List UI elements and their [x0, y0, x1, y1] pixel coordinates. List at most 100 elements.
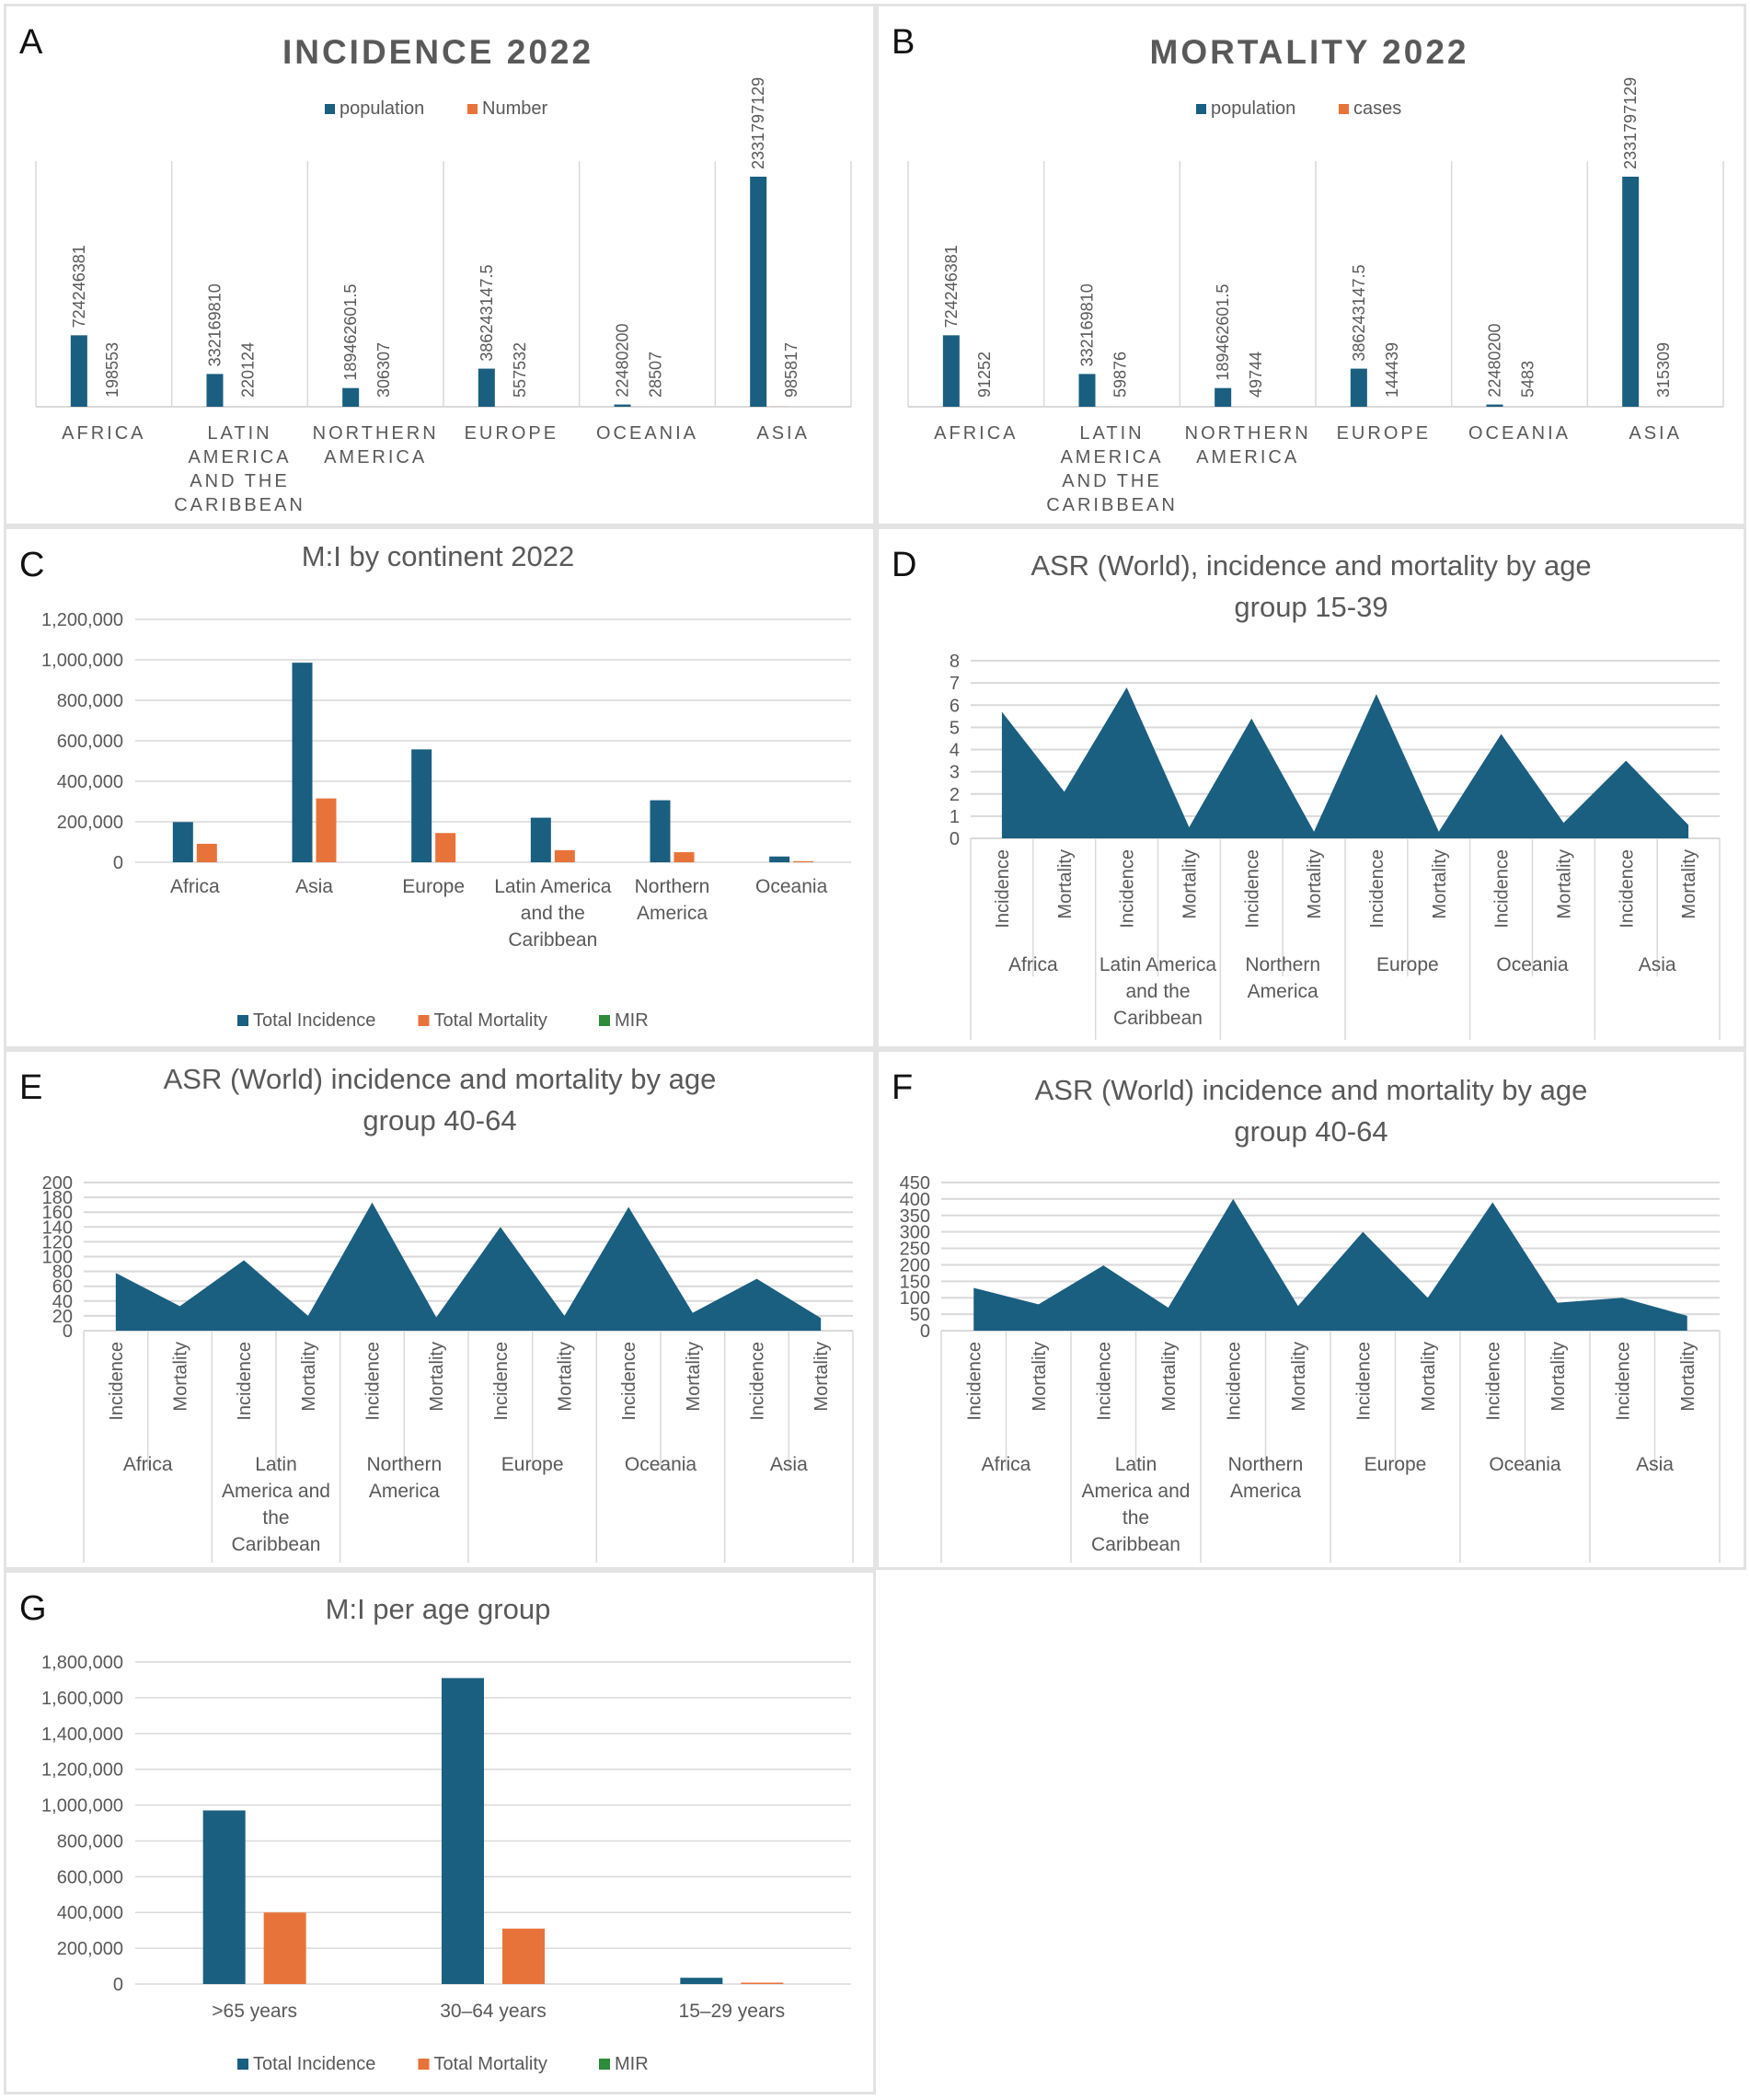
group-label: Asia — [770, 1454, 808, 1475]
data-label-population: 2331797129 — [1621, 77, 1640, 169]
y-tick-label: 400,000 — [57, 1903, 123, 1923]
y-tick-label: 1,600,000 — [41, 1689, 123, 1709]
legend-swatch-population — [325, 104, 335, 114]
category-label: AMERICA — [1196, 447, 1299, 467]
bar-total-mortality — [316, 798, 337, 862]
panel-a: INCIDENCE 2022 population Number 724246381 1… — [4, 4, 876, 526]
y-tick-label: 20 — [52, 1307, 73, 1327]
sub-category-label: Mortality — [556, 1342, 576, 1412]
bar-total-mortality — [674, 852, 695, 862]
sub-category-label: Incidence — [1483, 1342, 1503, 1421]
category-label: >65 years — [212, 2001, 297, 2022]
data-label-cases: 144439 — [1383, 342, 1401, 398]
bar-total-incidence — [411, 749, 432, 862]
data-label-population: 2331797129 — [749, 77, 767, 169]
category-label: AMERICA — [324, 447, 427, 467]
category-label: 30–64 years — [440, 2001, 547, 2022]
area-series — [115, 1202, 822, 1331]
sub-category-label: Mortality — [1678, 1342, 1698, 1412]
y-tick-label: 1,000,000 — [41, 1796, 123, 1817]
legend-label: MIR — [615, 1010, 649, 1031]
bar-total-mortality — [435, 833, 456, 862]
y-tick-label: 0 — [113, 853, 123, 873]
chart-title: ASR (World), incidence and mortality by … — [1030, 549, 1591, 582]
group-label: Caribbean — [1113, 1008, 1203, 1029]
y-tick-label: 600,000 — [57, 1867, 123, 1887]
panel-c: M:I by continent 2022 0 200,000 400,000 600,… — [4, 526, 876, 1049]
sub-category-label: Incidence — [107, 1342, 127, 1421]
data-label-number: 557532 — [511, 342, 529, 398]
sub-category-label: Incidence — [363, 1342, 384, 1421]
sub-category-label: Mortality — [1055, 849, 1076, 919]
group-label: Europe — [1376, 954, 1439, 975]
category-label: AND THE — [190, 471, 289, 491]
panel-g: M:I per age group 0 200,000 400,000 600,000 8… — [4, 1570, 876, 2094]
sub-category-label: Mortality — [299, 1342, 319, 1412]
group-label: Latin — [1115, 1454, 1157, 1475]
category-label: 15–29 years — [679, 2001, 786, 2022]
panel-label: C — [19, 546, 45, 584]
bar-total-incidence — [442, 1678, 484, 1984]
group-label: Asia — [1636, 1454, 1674, 1475]
sub-category-label: Incidence — [1617, 849, 1637, 929]
panel-f: ASR (World) incidence and mortality by a… — [876, 1049, 1746, 1570]
chart-title: group 15-39 — [1234, 591, 1387, 623]
sub-category-label: Incidence — [1242, 849, 1262, 929]
legend-swatch — [237, 2059, 248, 2070]
y-tick-label: 200 — [42, 1173, 73, 1194]
category-label: CARIBBEAN — [1046, 495, 1178, 515]
y-tick-label: 40 — [52, 1292, 73, 1312]
panel-label: A — [19, 23, 43, 62]
y-tick-label: 800,000 — [57, 1831, 123, 1852]
panel-label: F — [892, 1068, 914, 1107]
legend-label: MIR — [615, 2054, 649, 2074]
data-label-population: 332169810 — [206, 283, 225, 366]
bar-total-incidence — [292, 663, 313, 862]
sub-category-label: Incidence — [1613, 1342, 1633, 1421]
category-label: NORTHERN — [1185, 423, 1311, 444]
group-label: Latin America — [1100, 954, 1217, 975]
bar-total-mortality — [502, 1928, 545, 1984]
y-tick-label: 800,000 — [57, 691, 123, 711]
data-label-population: 332169810 — [1078, 283, 1097, 366]
y-tick-label: 120 — [42, 1232, 73, 1252]
y-tick-label: 100 — [42, 1248, 73, 1268]
bar-total-incidence — [680, 1978, 723, 1984]
bar-population — [1350, 368, 1367, 407]
legend-swatch — [599, 1015, 610, 1026]
category-label: Latin America — [494, 876, 612, 897]
category-label: LATIN — [207, 423, 271, 444]
sub-category-label: Incidence — [619, 1342, 639, 1421]
group-label: America — [1230, 1481, 1301, 1502]
sub-category-label: Incidence — [491, 1342, 512, 1421]
bar-total-mortality — [741, 1982, 784, 1984]
bar-total-incidence — [650, 800, 671, 862]
group-label: Oceania — [1489, 1454, 1561, 1475]
bar-total-mortality — [196, 843, 217, 862]
group-label: Northern — [1228, 1454, 1304, 1475]
category-label: ASIA — [756, 423, 810, 444]
category-label: AFRICA — [934, 423, 1018, 444]
y-tick-label: 1 — [950, 807, 960, 827]
y-tick-label: 1,000,000 — [41, 651, 123, 671]
legend-label: Total Incidence — [253, 1010, 375, 1031]
y-tick-label: 1,800,000 — [41, 1653, 123, 1673]
sub-category-label: Mortality — [1030, 1342, 1050, 1412]
sub-category-label: Incidence — [1367, 849, 1387, 929]
y-tick-label: 180 — [42, 1188, 73, 1208]
panel-label: D — [892, 546, 917, 584]
data-label-number: 306307 — [374, 342, 393, 398]
bar-total-incidence — [202, 1810, 246, 1984]
sub-category-label: Incidence — [1118, 849, 1138, 929]
category-label: AND THE — [1062, 471, 1161, 491]
y-tick-label: 200,000 — [57, 1939, 123, 1959]
asr-15-39-chart: ASR (World), incidence and mortality by … — [950, 549, 1721, 1040]
y-tick-label: 50 — [910, 1305, 930, 1325]
chart-title: M:I by continent 2022 — [302, 540, 574, 572]
data-label-cases: 91252 — [975, 352, 994, 398]
y-tick-label: 60 — [52, 1277, 73, 1298]
category-label: Asia — [295, 876, 333, 897]
sub-category-label: Incidence — [1492, 849, 1513, 929]
bar-population — [342, 387, 360, 407]
mi-by-continent-chart: M:I by continent 2022 0 200,000 400,000 600,… — [41, 540, 851, 1031]
